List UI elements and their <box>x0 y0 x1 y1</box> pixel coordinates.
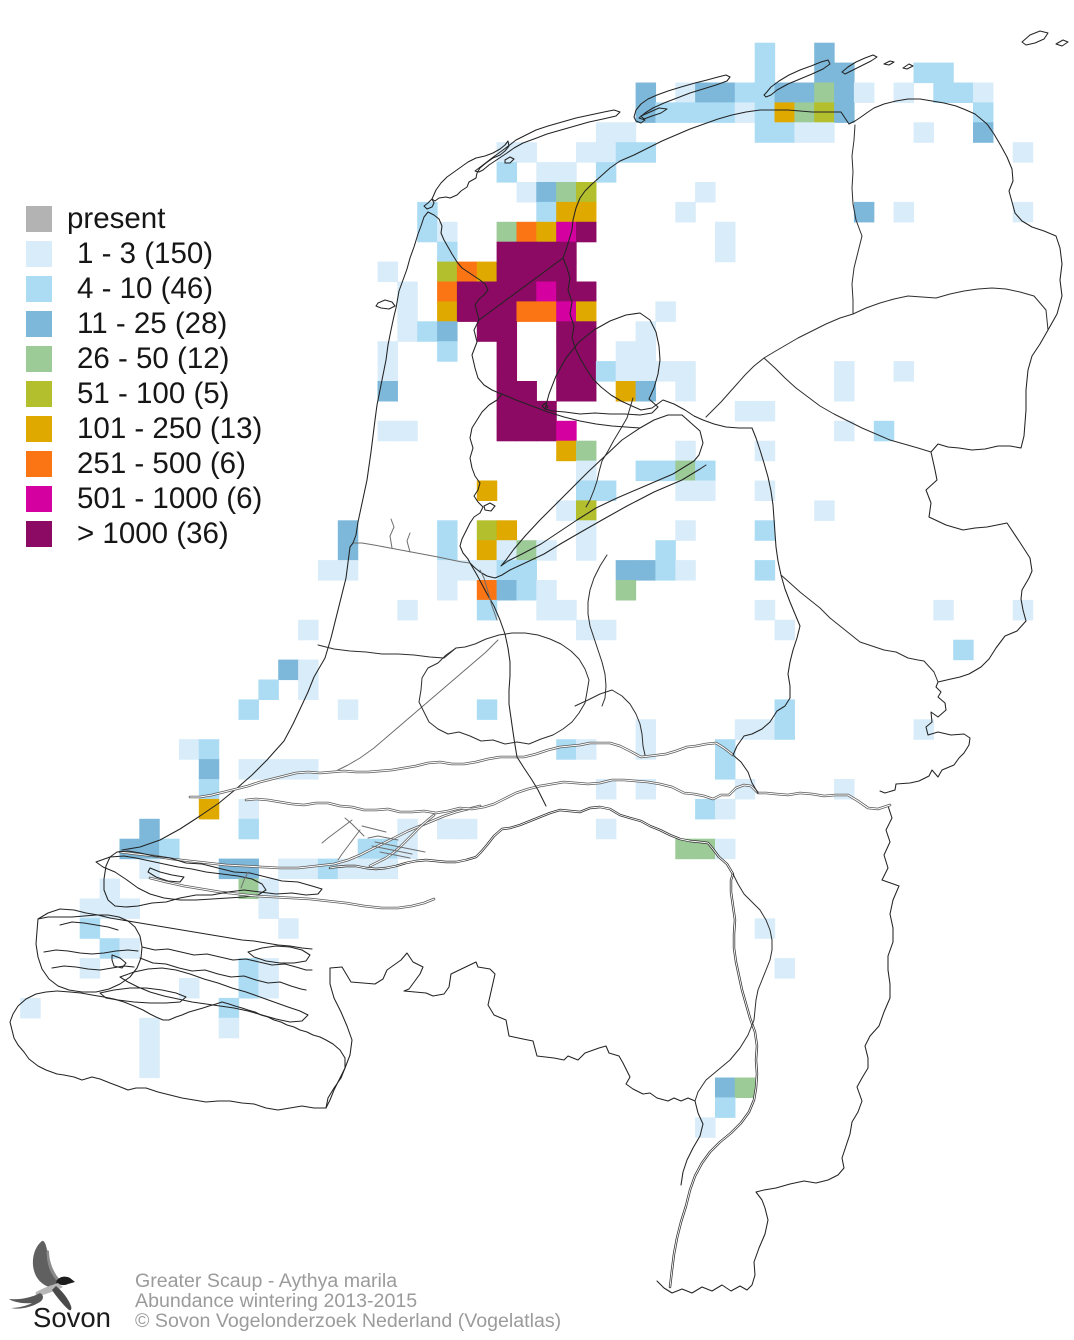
svg-text:Sovon: Sovon <box>33 1302 111 1333</box>
